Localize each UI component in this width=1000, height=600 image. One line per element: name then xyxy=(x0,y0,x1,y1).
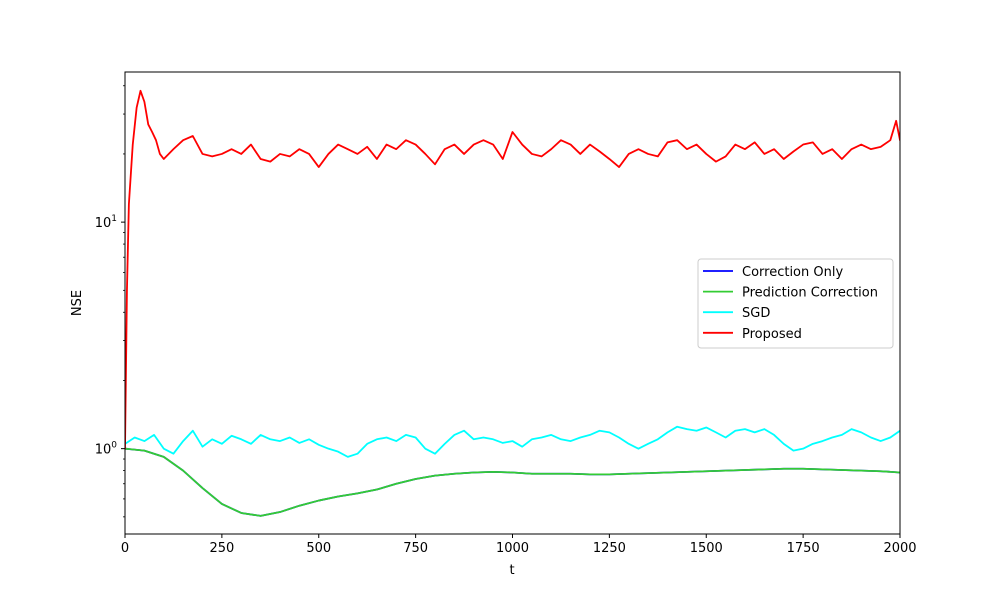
legend: Correction Only Prediction Correction SGD P… xyxy=(697,258,894,349)
x-tick-label: 2000 xyxy=(883,541,916,556)
x-tick-label: 500 xyxy=(306,541,331,556)
x-tick-label: 1250 xyxy=(593,541,626,556)
x-axis: 0 250 500 750 1000 1250 1500 1750 2000 xyxy=(121,534,917,556)
legend-label: Proposed xyxy=(742,327,802,342)
x-tick-label: 1750 xyxy=(787,541,820,556)
series-layer xyxy=(125,89,900,517)
legend-label: SGD xyxy=(742,306,770,321)
legend-box xyxy=(697,258,894,349)
x-tick-label: 250 xyxy=(209,541,234,556)
series-line-prediction-correction xyxy=(125,447,900,517)
y-axis-label: NSE xyxy=(70,290,85,316)
legend-label: Correction Only xyxy=(742,265,843,280)
x-tick-label: 0 xyxy=(121,541,129,556)
x-tick-label: 1500 xyxy=(690,541,723,556)
series-line-sgd xyxy=(125,425,900,458)
series-line-proposed xyxy=(125,89,900,450)
legend-label: Prediction Correction xyxy=(742,286,878,301)
x-tick-label: 750 xyxy=(403,541,428,556)
x-tick-label: 1000 xyxy=(496,541,529,556)
x-axis-label: t xyxy=(509,563,514,578)
